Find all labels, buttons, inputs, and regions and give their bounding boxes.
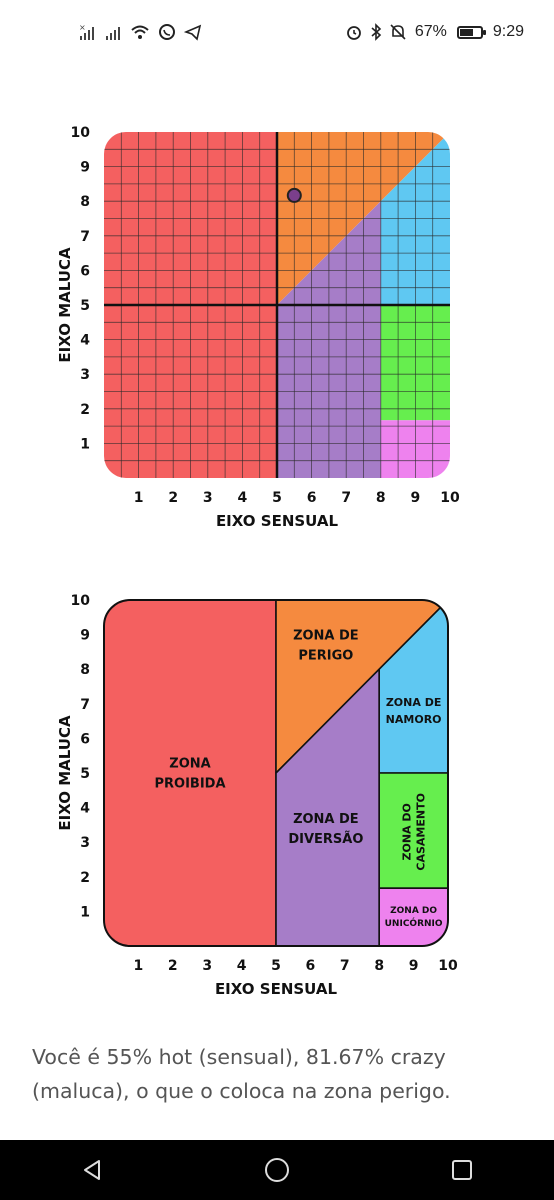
zone-label-line: ZONA	[169, 757, 210, 772]
zone-label-line: PROIBIDA	[154, 777, 225, 792]
x-tick-label: 6	[307, 490, 317, 506]
signal-icon	[104, 23, 122, 41]
telegram-icon	[184, 23, 202, 41]
x-tick-label: 1	[134, 490, 144, 506]
result-text: Você é 55% hot (sensual), 81.67% crazy (…	[32, 1045, 451, 1103]
x-tick-label: 4	[238, 490, 248, 506]
y-tick-label: 7	[80, 229, 90, 245]
bluetooth-icon	[369, 23, 383, 41]
battery-icon	[456, 25, 486, 39]
y-tick-label: 8	[80, 194, 90, 210]
x-tick-label: 2	[168, 958, 178, 974]
y-tick-label: 4	[80, 801, 90, 817]
zone-label-line: NAMORO	[386, 713, 442, 726]
status-bar: × 67% 9:29	[0, 0, 554, 64]
x-tick-label: 7	[340, 958, 350, 974]
x-tick-label: 8	[376, 490, 386, 506]
zone-shapes	[104, 600, 448, 946]
y-tick-label: 1	[80, 436, 90, 452]
y-tick-label: 5	[80, 298, 90, 314]
y-tick-label: 8	[80, 662, 90, 678]
user-position-point	[286, 187, 302, 203]
clock: 9:29	[492, 23, 524, 40]
x-tick-label: 9	[411, 490, 421, 506]
recents-button[interactable]	[422, 1140, 502, 1200]
battery-percent: 67%	[414, 23, 447, 40]
x-tick-label: 3	[202, 958, 212, 974]
x-tick-label: 1	[134, 958, 144, 974]
y-tick-label: 10	[71, 125, 91, 141]
x-tick-label: 4	[237, 958, 247, 974]
x-tick-label: 8	[374, 958, 384, 974]
zone-label-namoro: ZONA DE NAMORO	[386, 696, 442, 726]
y-tick-label: 9	[80, 160, 90, 176]
x-axis-label: EIXO SENSUAL	[216, 512, 339, 530]
y-tick-label: 7	[80, 697, 90, 713]
x-tick-label: 6	[306, 958, 316, 974]
grid-chart-svg: 1 2 3 4 5 6 7 8 9 10 1 2 3 4 5 6 7 8 9 10 EIXO SENSUAL EIXO M…	[56, 125, 460, 530]
y-tick-label: 6	[80, 263, 90, 279]
zone-label-line: ZONA DO	[390, 906, 437, 916]
status-right-icons: 67% 9:29	[345, 23, 554, 41]
y-tick-label: 3	[80, 835, 90, 851]
home-icon	[264, 1158, 289, 1182]
crazy-hot-grid-chart: 1 2 3 4 5 6 7 8 9 10 1 2 3 4 5 6 7 8 9 10 EIXO SENSUAL EIXO M…	[0, 112, 554, 542]
zone-label-line: ZONA DE	[293, 812, 359, 827]
x-tick-label: 5	[271, 958, 281, 974]
zone-label-line: ZONA DO	[400, 803, 413, 860]
zone-proibida	[104, 600, 277, 946]
zone-label-diversao: ZONA DE DIVERSÃO	[288, 812, 363, 847]
zone-label-proibida: ZONA PROIBIDA	[154, 757, 225, 792]
y-tick-label: 4	[80, 333, 90, 349]
whatsapp-icon	[158, 23, 176, 41]
crazy-hot-zones-chart: ZONA PROIBIDA ZONA DE PERIGO ZONA DE DIVERSÃO…	[0, 580, 554, 1000]
y-tick-label: 6	[80, 731, 90, 747]
y-tick-label: 5	[80, 766, 90, 782]
recents-icon	[451, 1160, 472, 1180]
zone-label-perigo: ZONA DE PERIGO	[293, 629, 359, 664]
back-icon	[84, 1160, 101, 1180]
y-tick-label: 1	[80, 904, 90, 920]
mute-icon	[389, 23, 407, 41]
zone-label-line: ZONA DE	[293, 629, 359, 644]
x-tick-label: 2	[168, 490, 178, 506]
zone-label-line: UNICÓRNIO	[385, 917, 443, 929]
y-tick-label: 10	[71, 593, 91, 609]
zone-label-line: ZONA DE	[386, 696, 442, 709]
sim-no-signal-icon: ×	[78, 23, 96, 41]
zone-label-unicornio: ZONA DO UNICÓRNIO	[385, 906, 443, 929]
x-tick-label: 5	[272, 490, 282, 506]
zone-label-line: DIVERSÃO	[288, 831, 363, 847]
status-left-icons: ×	[0, 23, 202, 41]
battery-level	[459, 28, 474, 36]
zone-label-casamento: ZONA DOCASAMENTO	[400, 793, 427, 871]
back-button[interactable]	[52, 1140, 132, 1200]
y-axis-label: EIXO MALUCA	[56, 715, 74, 831]
zone-label-line: CASAMENTO	[414, 793, 427, 871]
alarm-icon	[345, 23, 363, 41]
x-axis-label: EIXO SENSUAL	[215, 980, 338, 998]
y-tick-label: 2	[80, 402, 90, 418]
zones-chart-svg: ZONA PROIBIDA ZONA DE PERIGO ZONA DE DIVERSÃO…	[56, 593, 458, 998]
svg-text:×: ×	[79, 23, 86, 32]
x-tick-label: 9	[409, 958, 419, 974]
y-axis-label: EIXO MALUCA	[56, 247, 74, 363]
y-tick-label: 2	[80, 870, 90, 886]
wifi-icon	[130, 23, 150, 41]
zone-label-line: PERIGO	[298, 649, 353, 664]
home-button[interactable]	[237, 1140, 317, 1200]
x-tick-label: 7	[341, 490, 351, 506]
navigation-bar	[0, 1140, 554, 1200]
chart-border	[103, 599, 449, 947]
x-tick-label: 10	[438, 958, 458, 974]
x-tick-label: 10	[440, 490, 460, 506]
zone-unicornio	[378, 887, 448, 946]
x-tick-label: 3	[203, 490, 213, 506]
y-tick-label: 3	[80, 367, 90, 383]
y-tick-label: 9	[80, 628, 90, 644]
